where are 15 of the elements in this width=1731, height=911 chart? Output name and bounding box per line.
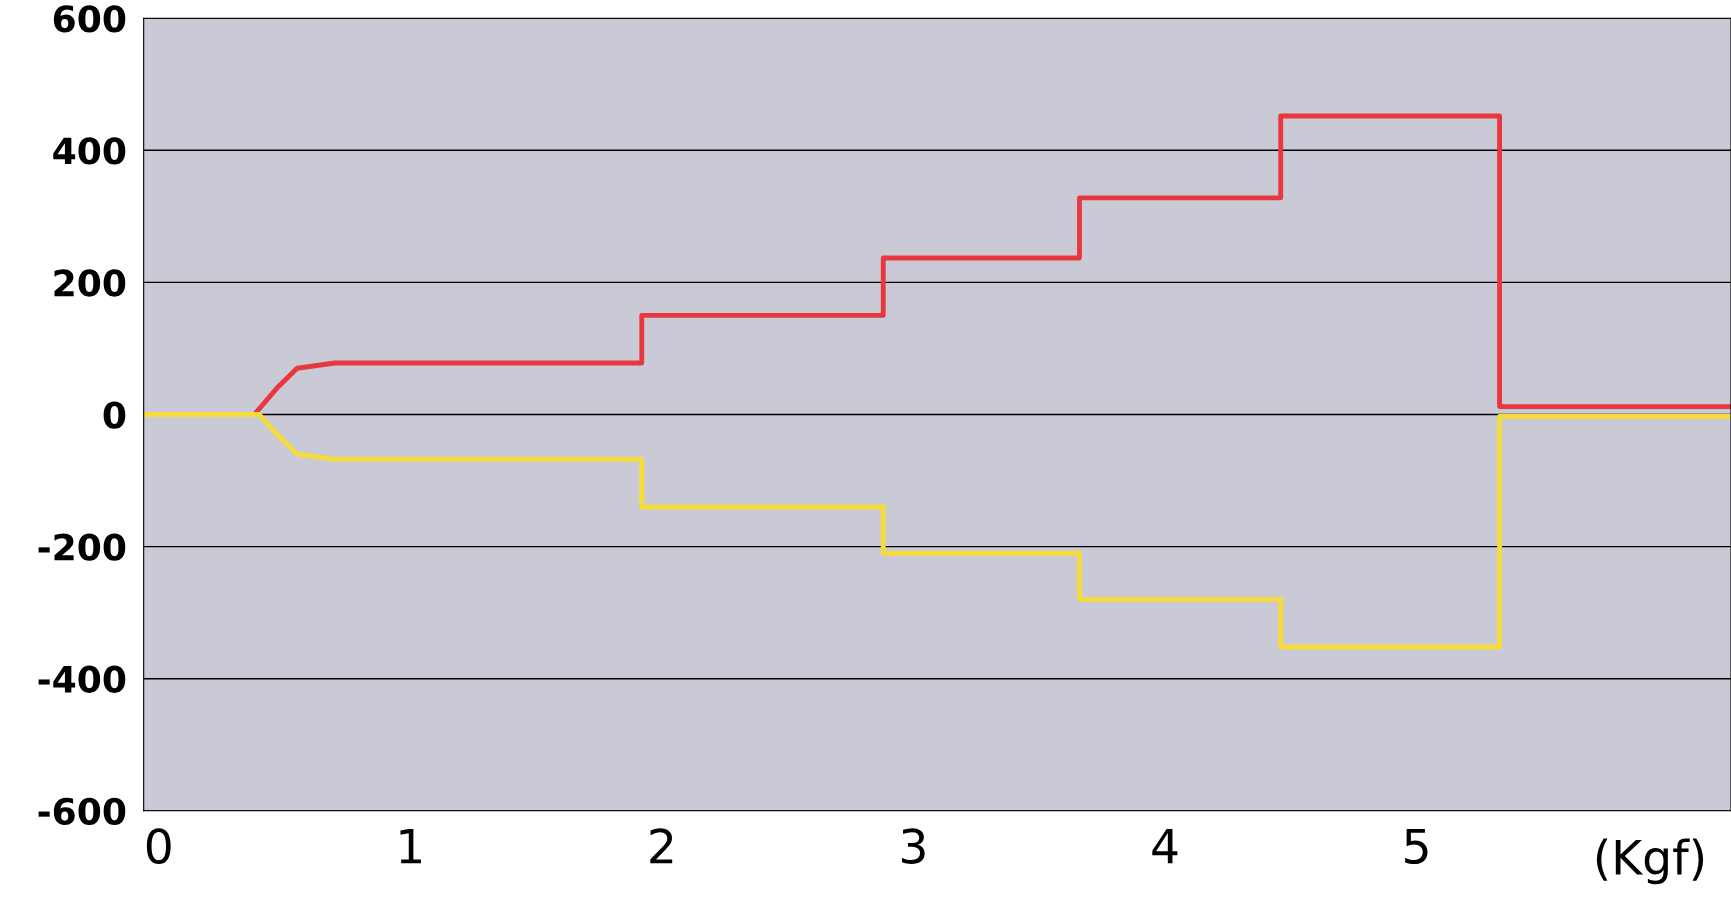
x-axis-title: (Kgf) bbox=[1596, 838, 1704, 885]
y-tick-label: 400 bbox=[53, 137, 126, 165]
x-tick-label: 2 bbox=[650, 828, 673, 864]
y-tick-label: -400 bbox=[38, 665, 126, 693]
x-tick-label: 1 bbox=[400, 828, 421, 864]
y-tick-label: -200 bbox=[38, 533, 126, 561]
x-tick-label: 0 bbox=[146, 828, 171, 865]
y-tick-label: -600 bbox=[38, 797, 126, 826]
y-tick-label: 200 bbox=[54, 269, 126, 297]
x-tick-label: 4 bbox=[1152, 828, 1178, 864]
y-tick-label: 600 bbox=[53, 5, 126, 33]
line-series bbox=[143, 412, 1731, 650]
x-tick-label: 3 bbox=[902, 828, 925, 865]
x-tick-label: 5 bbox=[1405, 828, 1428, 865]
y-tick-label: 0 bbox=[103, 401, 126, 429]
